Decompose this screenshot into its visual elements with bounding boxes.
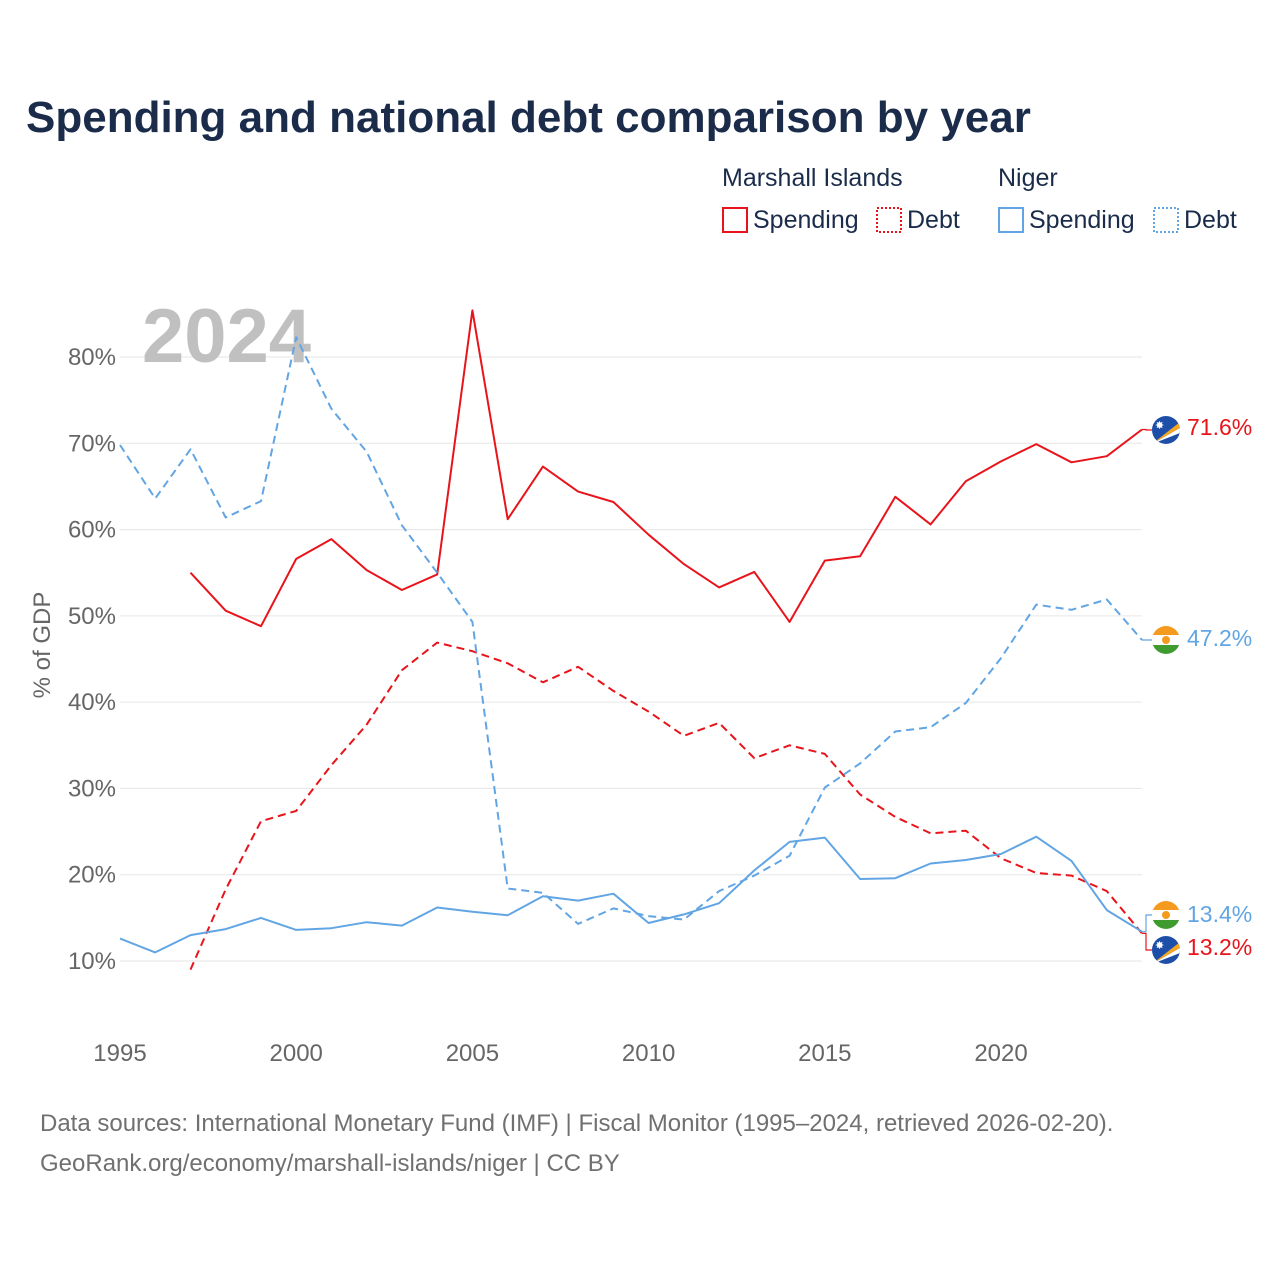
legend-label-ne-debt: Debt bbox=[1184, 206, 1237, 234]
y-tick-label: 10% bbox=[68, 948, 116, 975]
source-line-2: GeoRank.org/economy/marshall-islands/nig… bbox=[40, 1150, 620, 1177]
y-tick-label: 70% bbox=[68, 430, 116, 457]
x-tick-label: 2020 bbox=[974, 1040, 1027, 1067]
x-axis: 1995 2000 2005 2010 2015 2020 bbox=[93, 1040, 1027, 1067]
marshall-islands-flag-icon: ✸ bbox=[1152, 416, 1180, 444]
leader-line bbox=[1142, 914, 1152, 933]
legend-swatch-ne-spending bbox=[998, 207, 1024, 233]
x-tick-label: 1995 bbox=[93, 1040, 146, 1067]
x-tick-label: 2010 bbox=[622, 1040, 675, 1067]
niger-flag-icon bbox=[1152, 626, 1180, 654]
y-tick-label: 40% bbox=[68, 689, 116, 716]
source-line-1: Data sources: International Monetary Fun… bbox=[40, 1110, 1113, 1137]
legend-label-mh-debt: Debt bbox=[907, 206, 960, 234]
legend-label-mh-spending: Spending bbox=[753, 206, 859, 234]
series-line-niger-debt bbox=[119, 336, 1143, 925]
end-label-ne-spending: 13.4% bbox=[1187, 901, 1252, 927]
x-tick-label: 2005 bbox=[446, 1040, 499, 1067]
svg-text:✸: ✸ bbox=[1155, 419, 1164, 432]
y-tick-label: 80% bbox=[68, 344, 116, 371]
marshall-islands-flag-icon: ✸ bbox=[1152, 936, 1180, 964]
y-tick-label: 20% bbox=[68, 862, 116, 889]
legend-label-ne-spending: Spending bbox=[1029, 206, 1135, 234]
y-tick-label: 50% bbox=[68, 603, 116, 630]
year-watermark: 2024 bbox=[142, 294, 311, 379]
legend-country-niger: Niger bbox=[998, 164, 1058, 192]
series-line-marshall-islands-spending bbox=[189, 309, 1143, 628]
leader-line bbox=[1142, 428, 1152, 431]
y-tick-label: 60% bbox=[68, 517, 116, 544]
legend-swatch-ne-debt bbox=[1153, 207, 1179, 233]
end-label-ne-debt: 47.2% bbox=[1187, 625, 1252, 651]
gridlines bbox=[120, 356, 1142, 962]
chart-title: Spending and national debt comparison by… bbox=[26, 93, 1031, 142]
svg-text:✸: ✸ bbox=[1155, 939, 1164, 952]
series-line-niger-spending bbox=[119, 835, 1143, 954]
end-leaders bbox=[1142, 428, 1152, 951]
end-label-mh-spending: 71.6% bbox=[1187, 414, 1252, 440]
series-lines bbox=[119, 309, 1143, 971]
leader-line bbox=[1142, 932, 1152, 951]
series-line-marshall-islands-debt bbox=[189, 641, 1143, 971]
x-tick-label: 2000 bbox=[270, 1040, 323, 1067]
legend-country-marshall-islands: Marshall Islands bbox=[722, 164, 903, 192]
end-label-mh-debt: 13.2% bbox=[1187, 934, 1252, 960]
legend-swatch-mh-debt bbox=[876, 207, 902, 233]
legend-swatch-mh-spending bbox=[722, 207, 748, 233]
x-tick-label: 2015 bbox=[798, 1040, 851, 1067]
niger-flag-icon bbox=[1152, 901, 1180, 929]
y-axis-label: % of GDP bbox=[29, 592, 56, 699]
y-tick-label: 30% bbox=[68, 775, 116, 802]
legend: Marshall Islands Niger Spending Debt Spe… bbox=[722, 164, 1237, 234]
y-axis: 10% 20% 30% 40% 50% 60% 70% 80% bbox=[68, 344, 116, 975]
